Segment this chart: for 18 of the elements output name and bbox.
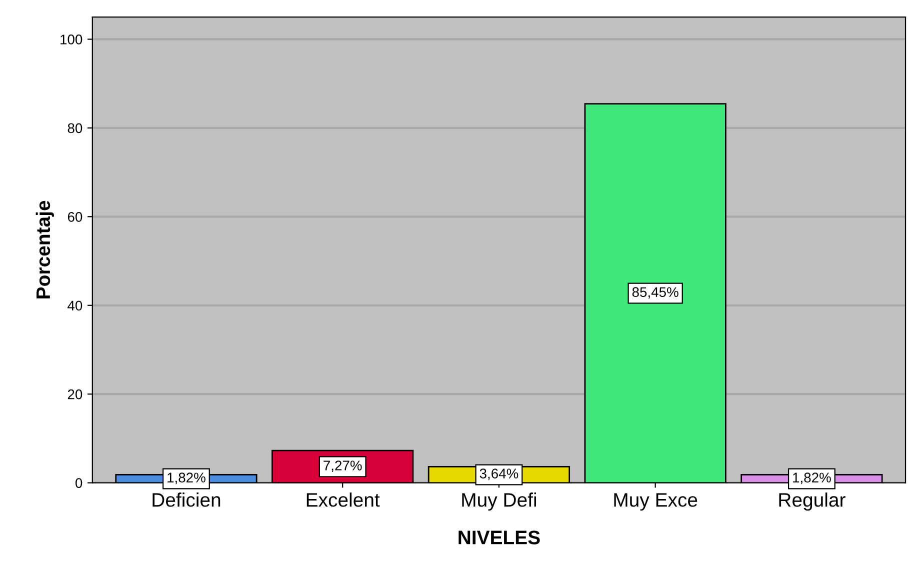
y-tick-label: 60 bbox=[68, 212, 82, 222]
y-tick-label: 80 bbox=[68, 123, 82, 134]
y-tick-label: 40 bbox=[68, 300, 82, 311]
data-label: 1,82% bbox=[168, 472, 206, 484]
x-tick-label: Regular bbox=[779, 492, 846, 511]
data-label: 85,45% bbox=[632, 287, 678, 299]
x-tick-label: Muy Exce bbox=[614, 493, 698, 511]
y-tick-label: 100 bbox=[60, 34, 82, 44]
x-tick-label: Excelent bbox=[306, 492, 380, 507]
data-label: 1,82% bbox=[793, 472, 831, 484]
y-axis-title: Porcentaje bbox=[36, 200, 54, 298]
x-tick-label: Deficien bbox=[152, 492, 220, 507]
x-tick-label: Muy Defi bbox=[462, 492, 536, 511]
y-tick-label: 0 bbox=[75, 478, 82, 488]
y-tick-label: 20 bbox=[68, 389, 82, 400]
x-axis-title: NIVELES bbox=[458, 530, 540, 544]
data-label: 3,64% bbox=[480, 468, 518, 480]
data-label: 7,27% bbox=[324, 460, 362, 472]
